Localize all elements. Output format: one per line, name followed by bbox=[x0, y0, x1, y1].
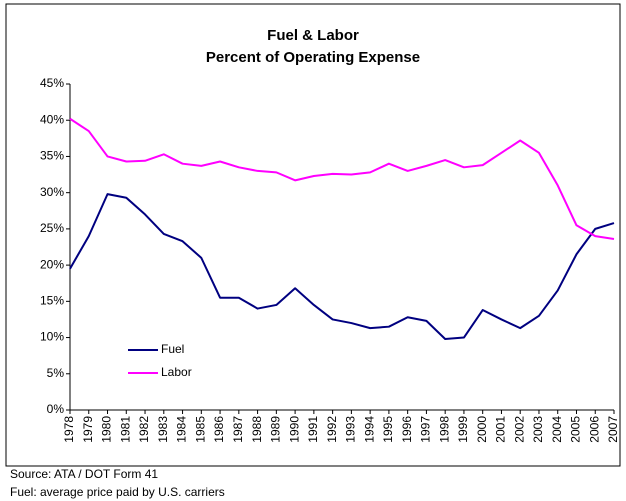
x-tick-label: 2001 bbox=[494, 416, 508, 443]
x-tick-label: 1994 bbox=[362, 416, 376, 443]
y-tick-label: 15% bbox=[40, 294, 64, 308]
x-tick-label: 1995 bbox=[381, 416, 395, 443]
x-tick-label: 1980 bbox=[100, 416, 114, 443]
legend-label: Labor bbox=[161, 365, 192, 379]
x-tick-label: 1978 bbox=[62, 416, 76, 443]
x-tick-label: 2006 bbox=[587, 416, 601, 443]
series-line bbox=[69, 193, 615, 341]
x-tick-label: 1986 bbox=[212, 416, 226, 443]
x-tick-label: 2005 bbox=[569, 416, 583, 443]
x-tick-label: 1991 bbox=[306, 416, 320, 443]
series-line bbox=[69, 117, 615, 241]
x-tick-label: 1992 bbox=[325, 416, 339, 443]
x-tick-label: 1983 bbox=[156, 416, 170, 443]
source-note: Source: ATA / DOT Form 41 bbox=[10, 467, 158, 481]
chart-subtitle: Percent of Operating Expense bbox=[206, 49, 420, 66]
y-tick-label: 30% bbox=[40, 185, 64, 199]
x-tick-label: 1998 bbox=[437, 416, 451, 443]
y-tick-label: 25% bbox=[40, 221, 64, 235]
x-tick-label: 1987 bbox=[231, 416, 245, 443]
x-tick-label: 2003 bbox=[531, 416, 545, 443]
x-tick-label: 2007 bbox=[606, 416, 620, 443]
legend-label: Fuel bbox=[161, 342, 184, 356]
y-tick-label: 45% bbox=[40, 76, 64, 90]
x-tick-label: 1996 bbox=[400, 416, 414, 443]
x-tick-label: 1985 bbox=[193, 416, 207, 443]
x-tick-label: 1999 bbox=[456, 416, 470, 443]
x-tick-label: 1993 bbox=[344, 416, 358, 443]
x-tick-label: 1979 bbox=[81, 416, 95, 443]
x-tick-label: 1990 bbox=[287, 416, 301, 443]
chart-title: Fuel & Labor bbox=[267, 27, 359, 44]
x-tick-label: 1981 bbox=[118, 416, 132, 443]
y-tick-label: 35% bbox=[40, 149, 64, 163]
x-tick-label: 1988 bbox=[250, 416, 264, 443]
x-tick-label: 2004 bbox=[550, 416, 564, 443]
x-tick-label: 1989 bbox=[269, 416, 283, 443]
x-tick-label: 2002 bbox=[512, 416, 526, 443]
x-tick-label: 2000 bbox=[475, 416, 489, 443]
y-tick-label: 20% bbox=[40, 257, 64, 271]
y-tick-label: 10% bbox=[40, 330, 64, 344]
y-tick-label: 40% bbox=[40, 112, 64, 126]
y-tick-label: 0% bbox=[47, 402, 65, 416]
fuel-note: Fuel: average price paid by U.S. carrier… bbox=[10, 485, 225, 499]
x-tick-label: 1997 bbox=[419, 416, 433, 443]
x-tick-label: 1982 bbox=[137, 416, 151, 443]
y-tick-label: 5% bbox=[47, 366, 65, 380]
x-tick-label: 1984 bbox=[175, 416, 189, 443]
chart-border bbox=[5, 3, 621, 467]
